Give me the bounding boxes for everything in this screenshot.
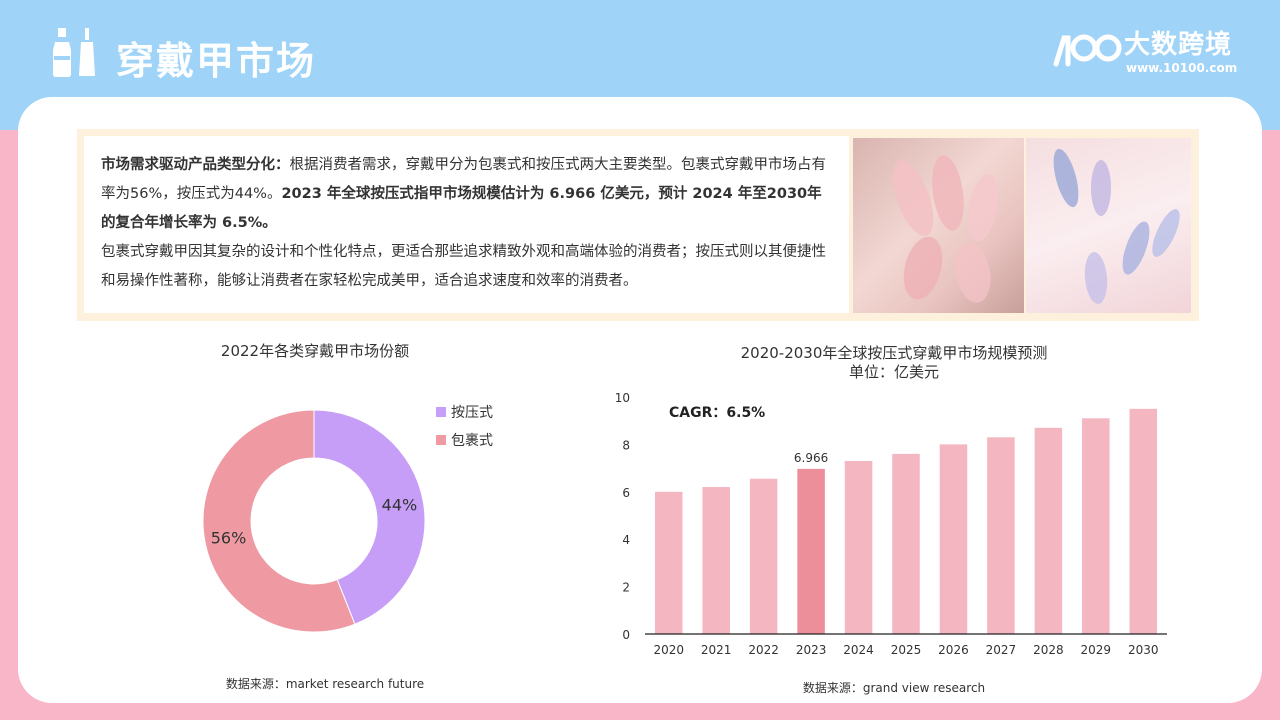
x-tick-label: 2030 — [1128, 643, 1159, 657]
x-tick-label: 2027 — [986, 643, 1017, 657]
pie-source: 数据来源：market research future — [225, 677, 425, 691]
bar[interactable] — [654, 491, 683, 634]
y-tick-label: 8 — [622, 438, 630, 452]
info-text: 市场需求驱动产品类型分化：根据消费者需求，穿戴甲分为包裹式和按压式两大主要类型。… — [101, 151, 836, 296]
info-highlight: 2023 年全球按压式指甲市场规模估计为 6.966 亿美元，预计 2024 年… — [101, 186, 822, 231]
bar[interactable] — [844, 460, 873, 634]
page-title: 穿戴甲市场 — [116, 39, 317, 83]
legend-label-wrap: 包裹式 — [451, 433, 493, 449]
bar[interactable] — [892, 453, 920, 634]
x-tick-label: 2022 — [748, 643, 779, 657]
pie-data-label: 44% — [382, 496, 418, 515]
nail-polish-icon — [53, 28, 95, 77]
bar[interactable] — [749, 478, 778, 634]
x-tick-label: 2023 — [796, 643, 827, 657]
legend-item-press-on[interactable]: 按压式 — [436, 398, 493, 426]
bar[interactable] — [702, 487, 730, 634]
bar[interactable] — [797, 468, 825, 634]
info-line-1: 根据消费者需求，穿戴甲分为包裹式和按压式两大主要类型。包裹式穿戴甲市场占有率为5… — [101, 157, 826, 202]
bar-chart-title-main: 2020-2030年全球按压式穿戴甲市场规模预测 — [740, 344, 1048, 362]
info-paragraph-2: 包裹式穿戴甲因其复杂的设计和个性化特点，更适合那些追求精致外观和高端体验的消费者… — [101, 244, 826, 289]
x-tick-label: 2028 — [1033, 643, 1064, 657]
pie-slice[interactable] — [313, 409, 426, 625]
pie-chart: 44% 56% — [202, 409, 426, 633]
legend-label-press-on: 按压式 — [451, 405, 493, 421]
bar[interactable] — [1082, 418, 1110, 634]
bar[interactable] — [987, 437, 1015, 634]
bar[interactable] — [1034, 427, 1063, 634]
bar[interactable] — [939, 444, 968, 634]
x-tick-label: 2029 — [1081, 643, 1112, 657]
x-tick-label: 2024 — [843, 643, 874, 657]
bar-data-label: 6.966 — [794, 451, 828, 465]
y-tick-label: 10 — [615, 391, 630, 405]
x-tick-label: 2025 — [891, 643, 922, 657]
y-tick-label: 6 — [622, 486, 630, 500]
bar-source: 数据来源：grand view research — [802, 681, 986, 695]
nail-photo-2 — [1026, 138, 1191, 313]
y-tick-label: 0 — [622, 628, 630, 642]
info-text-panel — [84, 136, 849, 313]
info-lead: 市场需求驱动产品类型分化： — [101, 157, 290, 173]
x-tick-label: 2026 — [938, 643, 969, 657]
legend-swatch-press-on — [436, 407, 446, 417]
pie-legend: 按压式 包裹式 — [436, 398, 493, 454]
x-tick-label: 2020 — [653, 643, 684, 657]
brand-name: 大数跨境 — [1124, 30, 1233, 60]
brand-url[interactable]: www.10100.com — [1126, 61, 1238, 75]
y-tick-label: 2 — [622, 581, 630, 595]
info-paragraph-1: 市场需求驱动产品类型分化：根据消费者需求，穿戴甲分为包裹式和按压式两大主要类型。… — [101, 151, 836, 238]
brand-logo-icon — [1053, 34, 1122, 67]
y-tick-label: 4 — [622, 533, 630, 547]
x-tick-label: 2021 — [701, 643, 732, 657]
bar[interactable] — [1129, 408, 1158, 634]
pie-chart-title: 2022年各类穿戴甲市场份额 — [220, 342, 410, 360]
bar-chart: 0 2 4 6 8 10 2020 2021 2022 2023 6.966 2024 2025 2026… — [615, 391, 1167, 657]
cagr-label: CAGR：6.5% — [669, 405, 766, 421]
nail-photo-1 — [853, 138, 1024, 313]
legend-swatch-wrap — [436, 435, 446, 445]
legend-item-wrap[interactable]: 包裹式 — [436, 426, 493, 454]
pie-data-label: 56% — [211, 528, 247, 547]
bar-chart-title: 2020-2030年全球按压式穿戴甲市场规模预测 单位：亿美元 — [694, 344, 1094, 382]
pie-slice[interactable] — [202, 409, 356, 633]
bar-chart-subtitle: 单位：亿美元 — [848, 363, 939, 381]
